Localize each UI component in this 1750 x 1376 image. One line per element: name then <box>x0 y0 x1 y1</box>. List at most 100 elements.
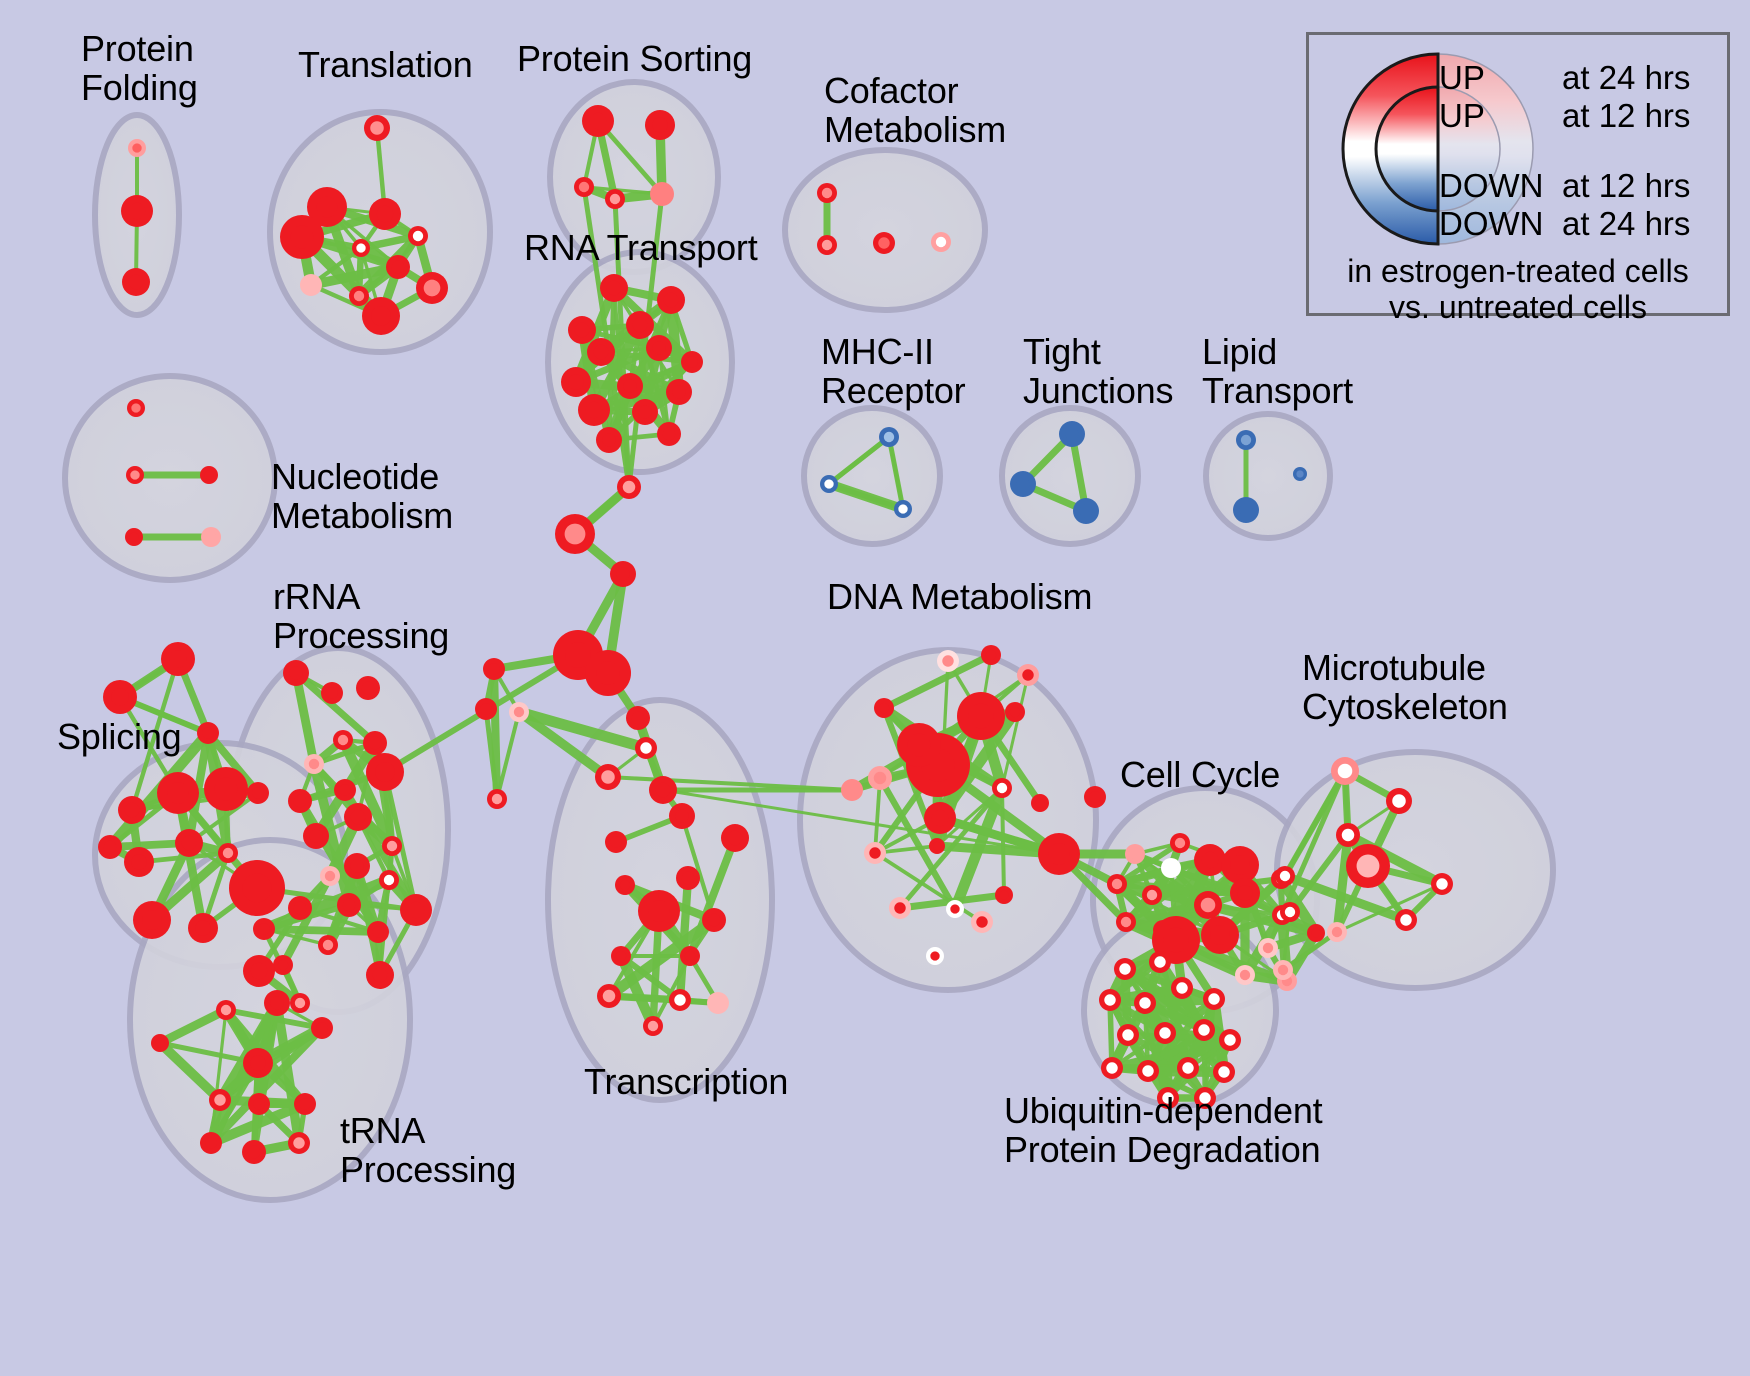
network-node <box>702 908 726 932</box>
node-core-12h <box>1296 470 1304 478</box>
network-node <box>382 836 402 856</box>
node-core-12h <box>1210 925 1230 945</box>
network-node <box>161 642 195 676</box>
network-node <box>1031 794 1049 812</box>
network-node <box>971 911 993 933</box>
node-core-12h <box>480 703 492 715</box>
node-core-12h <box>662 427 676 441</box>
network-node <box>568 316 596 344</box>
node-core-12h <box>412 230 424 242</box>
cluster-label-tight-junctions: Tight Junctions <box>1023 331 1174 411</box>
node-core-12h <box>142 910 162 930</box>
network-edge <box>157 1040 261 1066</box>
node-core-12h <box>252 787 264 799</box>
node-core-12h <box>214 1094 226 1106</box>
node-core-12h <box>976 916 988 928</box>
legend-label-up-24: UP <box>1439 59 1485 96</box>
node-core-12h <box>1239 503 1253 517</box>
network-node <box>1084 786 1106 808</box>
node-core-12h <box>1162 1092 1174 1104</box>
network-edge <box>306 262 403 290</box>
network-node <box>264 990 290 1016</box>
network-node <box>1395 909 1417 931</box>
node-core-12h <box>423 279 441 297</box>
network-node <box>386 255 410 279</box>
node-core-12h <box>488 663 500 675</box>
node-core-12h <box>1284 906 1296 918</box>
network-node <box>1101 1057 1123 1079</box>
node-core-12h <box>368 736 382 750</box>
network-node <box>864 842 886 864</box>
node-core-12h <box>1129 848 1141 860</box>
network-node <box>487 789 507 809</box>
node-core-12h <box>930 951 940 961</box>
network-node <box>1194 1087 1216 1109</box>
network-node <box>1280 902 1300 922</box>
network-edge <box>826 434 892 487</box>
cluster-label-rrna-processing: rRNA Processing <box>273 576 450 656</box>
node-core-12h <box>1341 828 1355 842</box>
network-node <box>995 886 1013 904</box>
node-core-12h <box>181 835 197 851</box>
network-node <box>632 399 658 425</box>
network-node <box>364 115 390 141</box>
node-core-12h <box>985 649 997 661</box>
node-core-12h <box>195 920 211 936</box>
network-node <box>483 658 505 680</box>
node-core-12h <box>623 379 637 393</box>
network-node <box>201 527 221 547</box>
network-node <box>103 680 137 714</box>
node-core-12h <box>1436 878 1448 890</box>
network-node <box>638 890 680 932</box>
node-core-12h <box>821 187 833 199</box>
node-core-12h <box>222 847 234 859</box>
network-node <box>1116 912 1136 932</box>
node-core-12h <box>873 771 887 785</box>
network-node <box>937 650 959 672</box>
cluster-cofactor <box>782 147 988 313</box>
network-node <box>475 698 497 720</box>
node-core-12h <box>1392 794 1406 808</box>
node-core-12h <box>638 405 652 419</box>
network-edge <box>129 656 181 813</box>
node-core-12h <box>950 904 960 914</box>
node-core-12h <box>1311 928 1321 938</box>
node-core-12h <box>1356 854 1380 878</box>
network-node <box>247 782 269 804</box>
network-node <box>300 274 322 296</box>
node-core-12h <box>1400 914 1412 926</box>
cluster-label-dna-metabolism: DNA Metabolism <box>827 576 1093 617</box>
network-node <box>657 422 681 446</box>
node-core-12h <box>1016 477 1030 491</box>
network-node <box>1236 430 1256 450</box>
network-node <box>897 723 941 767</box>
network-node <box>416 272 448 304</box>
network-node <box>290 993 310 1013</box>
network-node <box>582 105 614 137</box>
node-core-12h <box>350 859 364 873</box>
node-core-12h <box>1120 916 1132 928</box>
network-node <box>1194 891 1222 919</box>
network-node <box>362 297 400 335</box>
network-node <box>1346 844 1390 888</box>
cluster-label-cofactor: Cofactor Metabolism <box>824 70 1007 150</box>
network-node <box>645 110 675 140</box>
node-core-12h <box>371 306 391 326</box>
network-node <box>280 215 324 259</box>
network-node <box>1114 958 1136 980</box>
network-node <box>283 660 309 686</box>
network-node <box>817 235 837 255</box>
node-core-12h <box>131 403 141 413</box>
node-core-12h <box>247 1145 261 1159</box>
network-edge <box>873 851 984 924</box>
network-node <box>578 394 610 426</box>
legend-time-down-12: at 12 hrs <box>1562 167 1691 204</box>
network-node <box>408 226 428 246</box>
network-node <box>574 177 594 197</box>
network-edge <box>155 1005 231 1048</box>
network-node <box>1221 846 1259 884</box>
node-core-12h <box>681 871 695 885</box>
network-node <box>294 1093 316 1115</box>
network-edge <box>934 706 1021 824</box>
network-node <box>1125 844 1145 864</box>
